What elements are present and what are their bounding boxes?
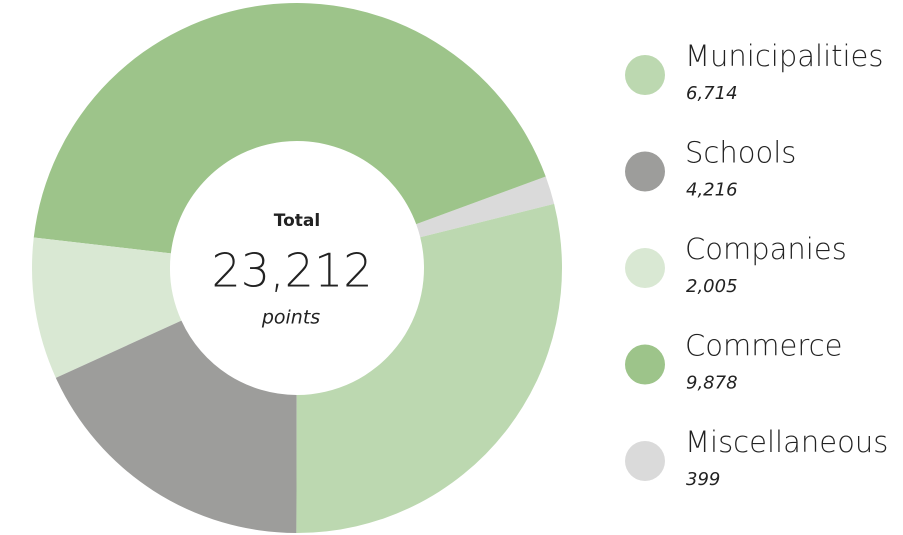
legend-label: Municipalities: [685, 39, 884, 73]
legend-label: Commerce: [685, 329, 842, 363]
legend-swatch: [625, 248, 665, 288]
center-unit: points: [261, 307, 320, 329]
legend-value: 399: [686, 469, 720, 490]
donut-segment: [416, 176, 555, 238]
donut-segment: [31, 237, 182, 378]
legend-label: Miscellaneous: [685, 425, 888, 459]
legend-value: 2,005: [686, 276, 738, 297]
legend-swatch: [625, 151, 665, 192]
donut-segment: [296, 203, 562, 534]
center-value: 23,212: [212, 244, 373, 298]
legend-swatch: [625, 55, 665, 95]
legend-swatch: [625, 441, 665, 481]
legend-value: 9,878: [686, 373, 738, 394]
center-title: Total: [274, 211, 320, 231]
legend-label: Companies: [685, 232, 847, 266]
legend-swatch: [625, 344, 665, 385]
legend-value: 4,216: [686, 180, 738, 201]
legend-label: Schools: [685, 136, 796, 170]
donut-segment: [55, 320, 297, 533]
donut-segment: [33, 2, 546, 254]
legend-value: 6,714: [686, 83, 738, 104]
